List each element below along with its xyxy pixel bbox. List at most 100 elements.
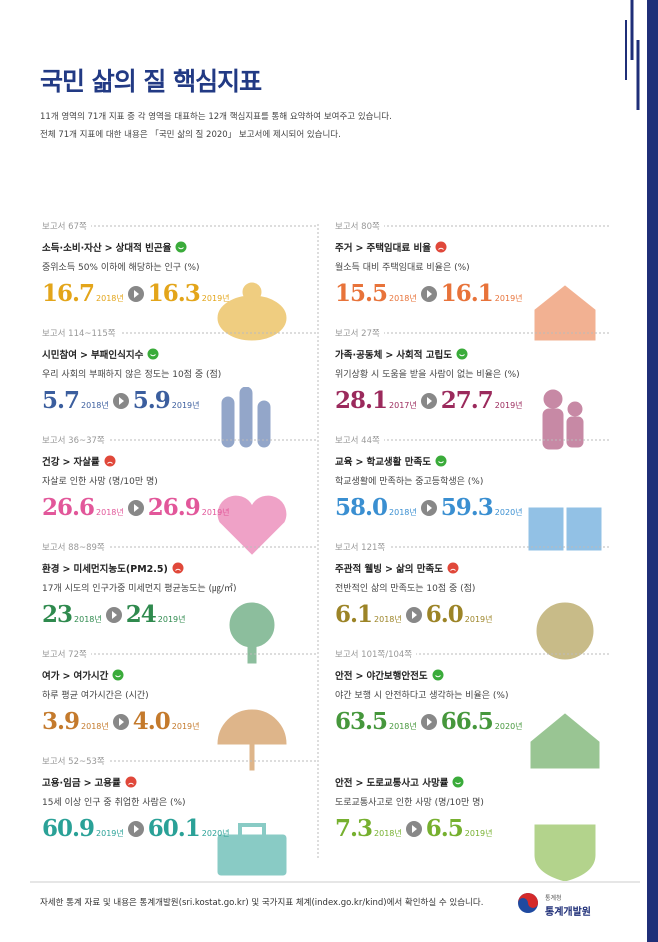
indicator-card: 보고서 52~53쪽 고용·임금 > 고용률 15세 이상 인구 중 취업한 사람은 (…	[42, 755, 332, 876]
indicator-desc: 야간 보행 시 안전하다고 생각하는 비율은 (%)	[335, 691, 509, 701]
value-from: 16.7	[42, 280, 95, 307]
status-icon	[456, 348, 468, 360]
arrow	[420, 393, 437, 409]
year-to: 2019년	[494, 401, 523, 410]
logo-name: 통계개발원	[545, 907, 591, 918]
domain: 시민참여	[42, 350, 77, 361]
separator-mark: >	[79, 350, 88, 361]
indicator-heading: 고용·임금 > 고용률	[42, 775, 137, 789]
logo-small: 통계청	[545, 895, 562, 902]
year-from: 2018년	[74, 615, 102, 624]
value-to: 60.1	[147, 815, 201, 842]
indicator-desc: 17개 시도의 인구가중 미세먼지 평균농도는 (㎍/㎥)	[42, 584, 237, 594]
separator-mark: >	[385, 564, 393, 575]
icon	[217, 823, 287, 876]
indicator: 부패인식지수	[90, 350, 144, 361]
year-from: 2018년	[389, 722, 417, 731]
indicator: 야간보행안전도	[366, 671, 428, 682]
indicator-heading: 건강 > 자살률	[42, 454, 116, 468]
value-to: 6.5	[425, 815, 464, 842]
year-to: 2019년	[494, 294, 523, 303]
year-to: 2019년	[157, 615, 186, 624]
indicator: 여가시간	[73, 671, 109, 682]
separator-mark: >	[385, 350, 394, 361]
report-page: 보고서 121쪽	[335, 541, 390, 553]
year-from: 2018년	[81, 401, 109, 410]
indicator-card: 보고서 121쪽 주관적 웰빙 > 삶의 만족도 전반적인 삶의 만족도는 10점 중 …	[335, 541, 625, 660]
icon	[536, 602, 594, 660]
indicator-heading: 시민참여 > 부패인식지수	[42, 347, 159, 361]
value-to: 16.3	[147, 280, 201, 307]
indicator-desc: 위기상황 시 도움을 받을 사람이 없는 비율은 (%)	[335, 370, 520, 380]
year-from: 2018년	[81, 722, 109, 731]
indicator-desc: 우리 사회의 부패하지 않은 정도는 10점 중 (점)	[42, 370, 222, 380]
value-to: 4.0	[132, 708, 171, 735]
domain: 소득·소비·자산	[42, 243, 102, 254]
indicator-heading: 교육 > 학교생활 만족도	[335, 454, 447, 468]
value-to: 27.7	[440, 387, 494, 414]
report-page: 보고서 52~53쪽	[42, 755, 109, 767]
separator-mark: >	[355, 243, 364, 254]
values: 6.1 2018년 6.0 2019년	[335, 601, 493, 628]
year-from: 2018년	[374, 829, 402, 838]
report-page: 보고서 44쪽	[335, 434, 384, 446]
domain: 가족·공동체	[335, 350, 383, 361]
indicator: 자살률	[73, 457, 100, 468]
year-to: 2020년	[494, 508, 523, 517]
year-to: 2020년	[494, 722, 523, 731]
values: 63.5 2018년 66.5 2020년	[335, 708, 523, 735]
values: 26.6 2018년 26.9 2019년	[42, 494, 230, 521]
indicator-card: 보고서 88~89쪽 환경 > 미세먼지농도(PM2.5) 17개 시도의 인구가중 미…	[42, 541, 332, 664]
separator-mark: >	[355, 778, 364, 789]
report-page: 보고서 80쪽	[335, 220, 384, 232]
value-from: 6.1	[335, 601, 373, 628]
value-to: 6.0	[425, 601, 464, 628]
value-to: 66.5	[440, 708, 494, 735]
separator-mark: >	[62, 671, 71, 682]
indicator-card: 보고서 36~37쪽 건강 > 자살률 자살로 인한 사망 (명/10만 명) 26.6 2…	[42, 434, 332, 555]
icon	[528, 507, 602, 551]
separator-mark: >	[62, 564, 71, 575]
status-icon	[435, 241, 447, 253]
value-from: 28.1	[335, 387, 388, 414]
year-from: 2018년	[374, 615, 402, 624]
icon	[217, 495, 287, 555]
indicator: 학교생활 만족도	[366, 457, 431, 468]
indicator-desc: 월소득 대비 주택임대료 비율은 (%)	[335, 263, 470, 273]
value-to: 16.1	[440, 280, 494, 307]
arrow	[405, 821, 422, 837]
indicator-heading: 주관적 웰빙 > 삶의 만족도	[335, 561, 459, 575]
year-from: 2019년	[96, 829, 124, 838]
year-from: 2018년	[389, 508, 417, 517]
value-to: 26.9	[147, 494, 201, 521]
value-from: 15.5	[335, 280, 388, 307]
arrow	[127, 821, 144, 837]
indicator-card: 보고서 72쪽 여가 > 여가시간 하루 평균 여가시간은 (시간) 3.9 2018년 4.…	[42, 648, 332, 771]
domain: 주관적 웰빙	[335, 564, 383, 575]
values: 16.7 2018년 16.3 2019년	[42, 280, 230, 307]
arrow	[105, 607, 122, 623]
value-from: 26.6	[42, 494, 95, 521]
indicator-desc: 자살로 인한 사망 (명/10만 명)	[42, 477, 158, 487]
year-from: 2018년	[96, 508, 124, 517]
arrow	[127, 286, 144, 302]
report-page: 보고서 101쪽/104쪽	[335, 648, 417, 660]
domain: 건강	[42, 457, 60, 468]
domain: 주거	[335, 243, 353, 254]
indicator-card: 보고서 27쪽 가족·공동체 > 사회적 고립도 위기상황 시 도움을 받을 사람이 없…	[335, 327, 625, 450]
year-to: 2019년	[464, 615, 493, 624]
arrow	[112, 714, 129, 730]
separator-mark: >	[62, 457, 71, 468]
status-icon	[172, 562, 184, 574]
indicator-heading: 주거 > 주택임대료 비율	[335, 240, 447, 254]
indicator-desc: 중위소득 50% 이하에 해당하는 인구 (%)	[42, 263, 200, 273]
indicator: 고용률	[94, 778, 121, 789]
report-page: 보고서 27쪽	[335, 327, 384, 339]
icon	[221, 387, 271, 448]
indicator-heading: 환경 > 미세먼지농도(PM2.5)	[42, 561, 184, 575]
arrow	[420, 286, 437, 302]
icon	[217, 282, 287, 341]
separator-mark: >	[355, 671, 364, 682]
